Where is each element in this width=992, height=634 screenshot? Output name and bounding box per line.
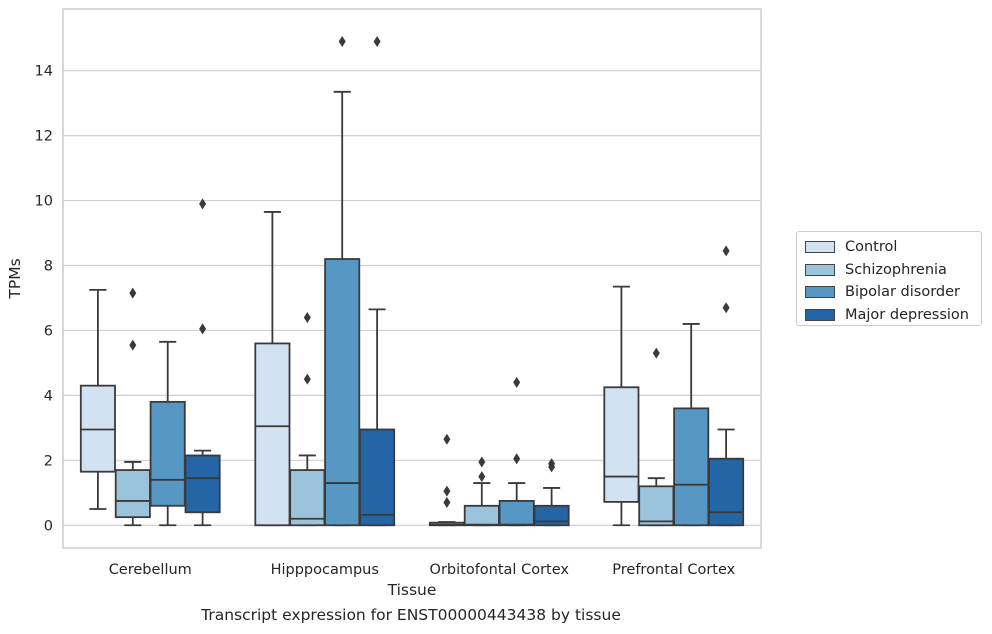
box: [603, 386, 640, 503]
legend-label-bipolar-disorder: Bipolar disorder: [845, 284, 960, 301]
box: [533, 504, 570, 527]
x-axis-label: Tissue: [387, 581, 437, 599]
x-tick-label: Cerebellum: [109, 562, 192, 578]
box: [673, 407, 710, 527]
outlier-point: [478, 456, 486, 468]
outlier-point: [548, 458, 556, 470]
y-tick-label: 14: [35, 64, 53, 80]
outlier-point: [303, 311, 311, 323]
outlier-point: [443, 433, 451, 445]
legend-swatch-major-depression: [805, 308, 835, 321]
outlier-point: [478, 471, 486, 483]
plot-frame: [62, 8, 762, 549]
outlier-point: [513, 376, 521, 388]
legend-item-control: Control: [805, 236, 981, 259]
outlier-point: [722, 302, 730, 314]
y-axis-label: TPMs: [6, 258, 24, 299]
legend: Control Schizophrenia Bipolar disorder M…: [796, 231, 982, 326]
box: [184, 454, 221, 514]
y-tick-label: 6: [44, 323, 53, 339]
box: [359, 428, 396, 527]
box: [254, 342, 291, 527]
outlier-point: [513, 453, 521, 465]
legend-swatch-control: [805, 241, 835, 254]
legend-swatch-bipolar-disorder: [805, 286, 835, 299]
outlier-point: [338, 35, 346, 47]
legend-item-schizophrenia: Schizophrenia: [805, 259, 981, 282]
legend-label-control: Control: [845, 239, 898, 256]
y-tick-label: 12: [35, 129, 53, 145]
y-tick-label: 0: [44, 518, 53, 534]
x-tick-label: Hipppocampus: [271, 562, 379, 578]
y-tick-label: 8: [44, 259, 53, 275]
box: [638, 485, 675, 527]
outlier-point: [303, 373, 311, 385]
x-tick-label: Prefrontal Cortex: [612, 562, 735, 578]
box: [149, 400, 186, 507]
outlier-point: [443, 497, 451, 509]
y-tick-label: 2: [44, 453, 53, 469]
box: [498, 500, 535, 527]
y-tick-label: 4: [44, 388, 53, 404]
outlier-point: [373, 35, 381, 47]
legend-item-bipolar-disorder: Bipolar disorder: [805, 281, 981, 304]
box: [324, 258, 361, 527]
legend-label-schizophrenia: Schizophrenia: [845, 261, 947, 278]
outlier-point: [652, 347, 660, 359]
x-tick-label: Orbitofontal Cortex: [430, 562, 570, 578]
figure-caption: Transcript expression for ENST0000044343…: [201, 606, 621, 624]
legend-item-major-depression: Major depression: [805, 304, 981, 327]
legend-label-major-depression: Major depression: [845, 306, 969, 323]
outlier-point: [199, 323, 207, 335]
outlier-point: [129, 339, 137, 351]
legend-swatch-schizophrenia: [805, 263, 835, 276]
outlier-point: [199, 198, 207, 210]
box: [708, 457, 745, 527]
y-tick-label: 10: [35, 194, 53, 210]
box: [463, 504, 500, 527]
box: [289, 469, 326, 527]
outlier-point: [722, 245, 730, 257]
outlier-point: [443, 485, 451, 497]
box: [114, 469, 151, 519]
outlier-point: [129, 287, 137, 299]
